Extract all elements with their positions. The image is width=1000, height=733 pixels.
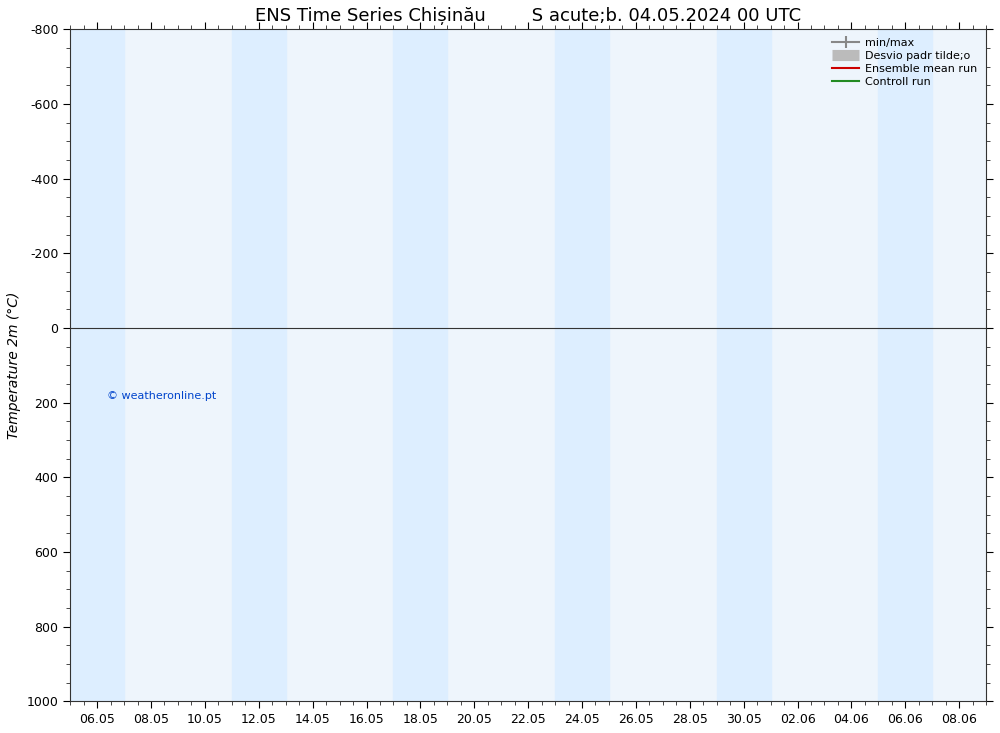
Bar [232, 29, 286, 701]
Text: © weatheronline.pt: © weatheronline.pt [107, 391, 216, 400]
Title: ENS Time Series Chișinău        S acute;b. 04.05.2024 00 UTC: ENS Time Series Chișinău S acute;b. 04.0… [255, 7, 801, 25]
Y-axis label: Temperature 2m (°C): Temperature 2m (°C) [7, 292, 21, 439]
Bar [70, 29, 124, 701]
Bar [555, 29, 609, 701]
Bar [717, 29, 771, 701]
Bar [878, 29, 932, 701]
Bar [393, 29, 447, 701]
Legend: min/max, Desvio padr tilde;o, Ensemble mean run, Controll run: min/max, Desvio padr tilde;o, Ensemble m… [828, 35, 981, 90]
